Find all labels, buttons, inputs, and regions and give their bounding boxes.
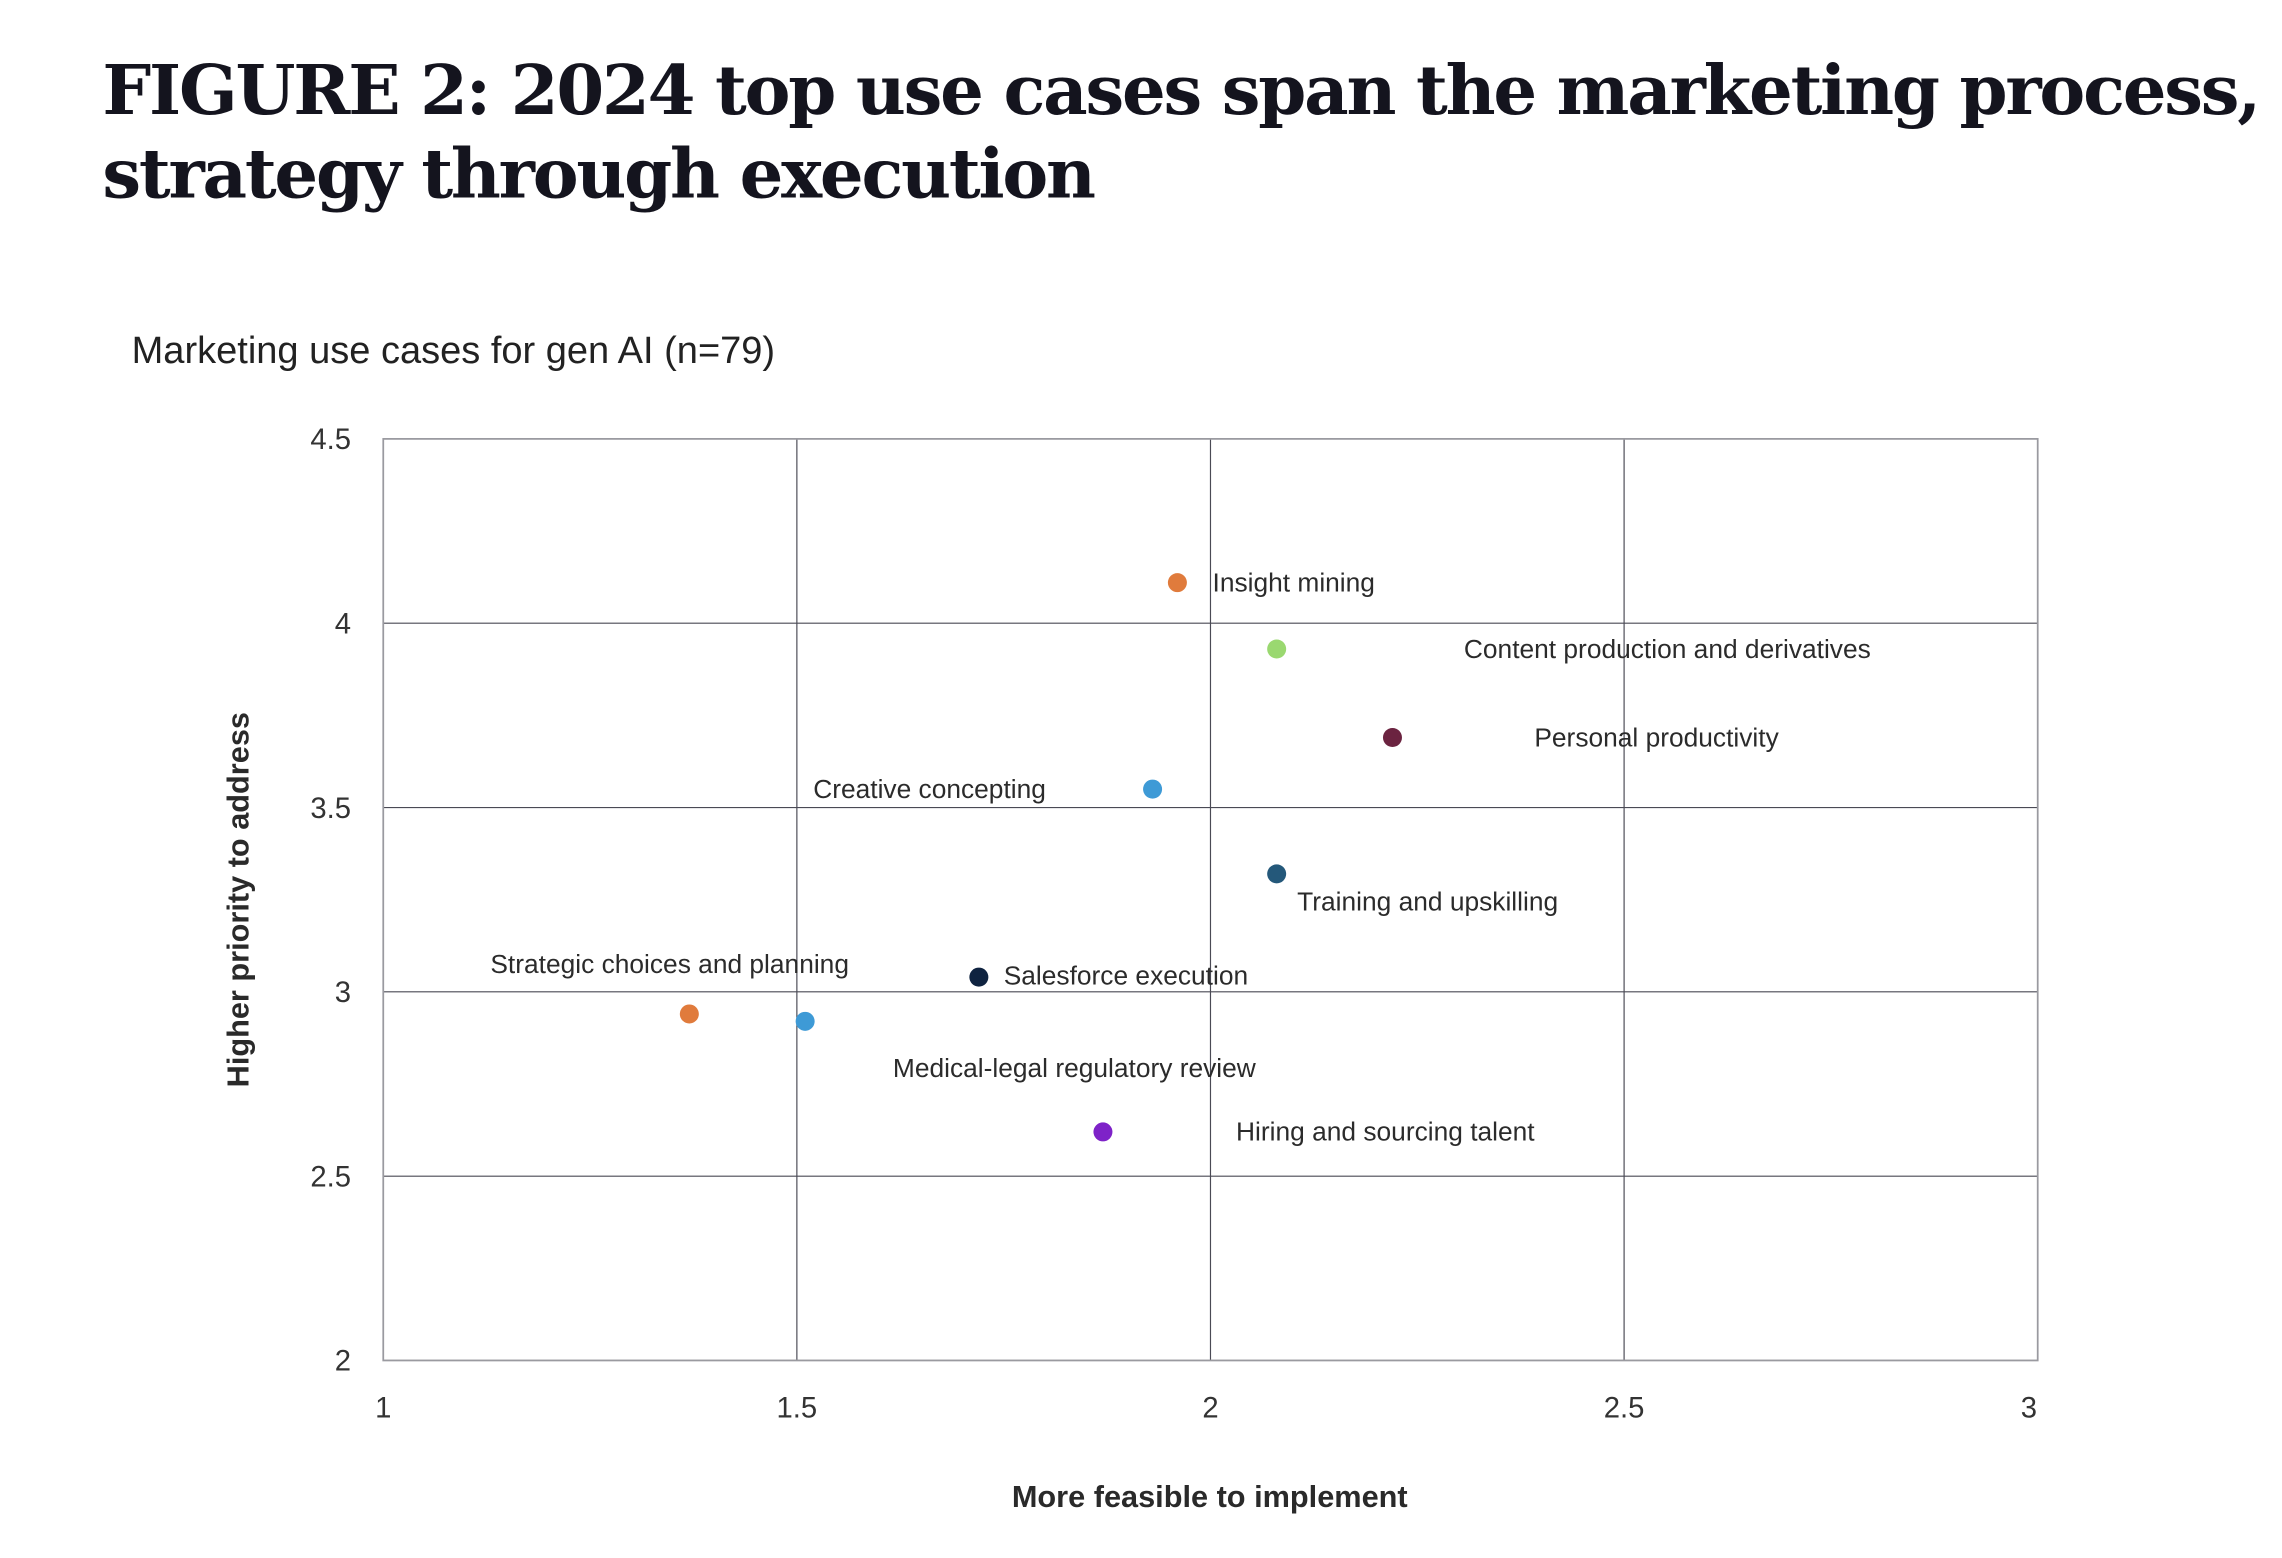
- y-tick-label: 3.5: [310, 793, 351, 825]
- y-ticks: 2 2.5 3 3.5 4 4.5: [310, 424, 351, 1378]
- data-point-label: Personal productivity: [1534, 722, 1779, 752]
- plot-frame: [382, 438, 2039, 1362]
- data-point-label: Hiring and sourcing talent: [1236, 1117, 1535, 1147]
- y-tick-label: 3: [335, 977, 351, 1009]
- data-point-label: Training and upskilling: [1297, 886, 1558, 916]
- x-tick-label: 3: [2021, 1393, 2037, 1425]
- x-axis-title: More feasible to implement: [1012, 1479, 1408, 1514]
- data-point: [679, 1004, 699, 1024]
- y-axis-title: Higher priority to address: [221, 712, 256, 1087]
- x-tick-label: 2: [1202, 1393, 1218, 1425]
- data-point: [1267, 864, 1287, 884]
- data-point: [1167, 573, 1187, 593]
- data-point: [795, 1011, 815, 1031]
- data-point-label: Medical-legal regulatory review: [893, 1053, 1257, 1083]
- data-point-label: Strategic choices and planning: [490, 949, 849, 979]
- data-point-label: Content production and derivatives: [1464, 634, 1871, 664]
- figure-title-line-1: FIGURE 2: 2024 top use cases span the ma…: [102, 50, 2282, 131]
- data-point-label: Creative concepting: [813, 774, 1046, 804]
- x-tick-label: 1.5: [777, 1393, 818, 1425]
- y-tick-label: 4: [335, 608, 351, 640]
- data-point: [1382, 727, 1402, 747]
- x-tick-label: 2.5: [1604, 1393, 1645, 1425]
- x-ticks: 1 1.5 2 2.5 3: [375, 1393, 2037, 1425]
- chart-title: Marketing use cases for gen AI (n=79): [132, 330, 775, 372]
- x-tick-label: 1: [375, 1393, 391, 1425]
- y-tick-label: 4.5: [310, 424, 351, 456]
- data-point-label: Salesforce execution: [1004, 960, 1248, 990]
- gridlines: [382, 438, 2039, 1362]
- data-point-label: Insight mining: [1213, 567, 1375, 597]
- figure-title-line-2: strategy through execution: [102, 134, 1095, 215]
- data-point: [1143, 779, 1163, 799]
- points: Insight mining Content production and der…: [490, 567, 1870, 1146]
- data-point: [1267, 639, 1287, 659]
- y-tick-label: 2.5: [310, 1161, 351, 1193]
- y-tick-label: 2: [335, 1346, 351, 1378]
- data-point: [969, 967, 989, 987]
- data-point: [1093, 1122, 1113, 1142]
